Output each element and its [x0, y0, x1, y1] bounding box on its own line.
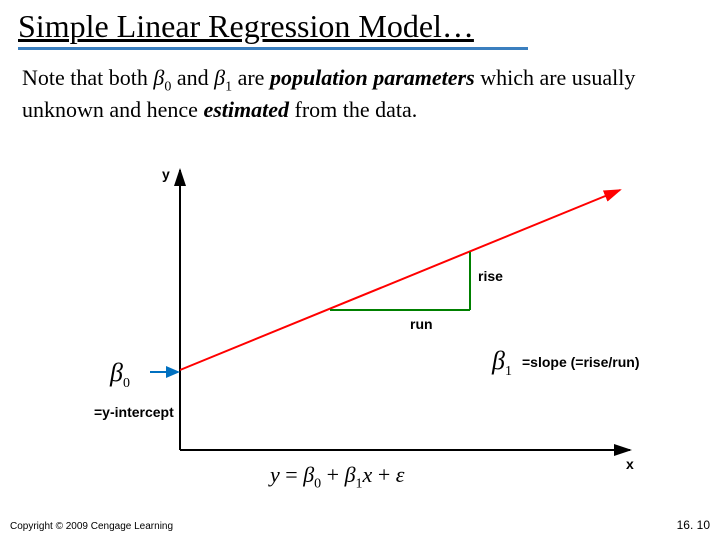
body-seg3: are	[232, 65, 270, 90]
diagram-svg	[120, 160, 640, 490]
body-seg1: Note that both	[22, 65, 153, 90]
beta0-int-glyph: β	[110, 358, 123, 387]
rise-label: rise	[478, 268, 503, 284]
beta0-intercept-symbol: β0	[110, 358, 130, 392]
eq-plus2: +	[372, 462, 395, 487]
beta1-slope-sub: 1	[505, 364, 512, 379]
copyright-text: Copyright © 2009 Cengage Learning	[10, 521, 173, 532]
eq-x: x	[363, 462, 373, 487]
body-seg5: from the data.	[289, 97, 417, 122]
regression-diagram: y x rise run β0 β1 =slope (=rise/run) =y…	[120, 160, 640, 470]
regression-equation: y = β0 + β1x + ε	[270, 462, 404, 492]
y-axis-label: y	[162, 166, 170, 182]
body-population: population parameters	[270, 65, 475, 90]
beta1-glyph: β	[214, 65, 225, 90]
eq-eps: ε	[396, 462, 405, 487]
eq-s1: 1	[356, 476, 363, 491]
beta0-glyph: β	[153, 65, 164, 90]
eq-plus1: +	[321, 462, 344, 487]
slope-text: =slope (=rise/run)	[522, 354, 639, 370]
beta0-int-sub: 0	[123, 376, 130, 391]
beta1-slope-glyph: β	[492, 346, 505, 375]
beta1-symbol: β1	[214, 65, 232, 90]
page-title: Simple Linear Regression Model…	[0, 0, 720, 47]
body-paragraph: Note that both β0 and β1 are population …	[0, 50, 720, 123]
eq-eq: =	[280, 462, 303, 487]
y-intercept-text: =y-intercept	[94, 404, 174, 420]
eq-b1: β	[345, 462, 356, 487]
eq-b0: β	[303, 462, 314, 487]
page-number: 16. 10	[677, 518, 710, 532]
eq-y: y	[270, 462, 280, 487]
body-estimated: estimated	[203, 97, 289, 122]
x-axis-label: x	[626, 456, 634, 472]
regression-line	[180, 190, 620, 370]
body-seg2: and	[171, 65, 214, 90]
run-label: run	[410, 316, 433, 332]
beta0-symbol: β0	[153, 65, 171, 90]
beta1-slope-symbol: β1	[492, 346, 512, 380]
